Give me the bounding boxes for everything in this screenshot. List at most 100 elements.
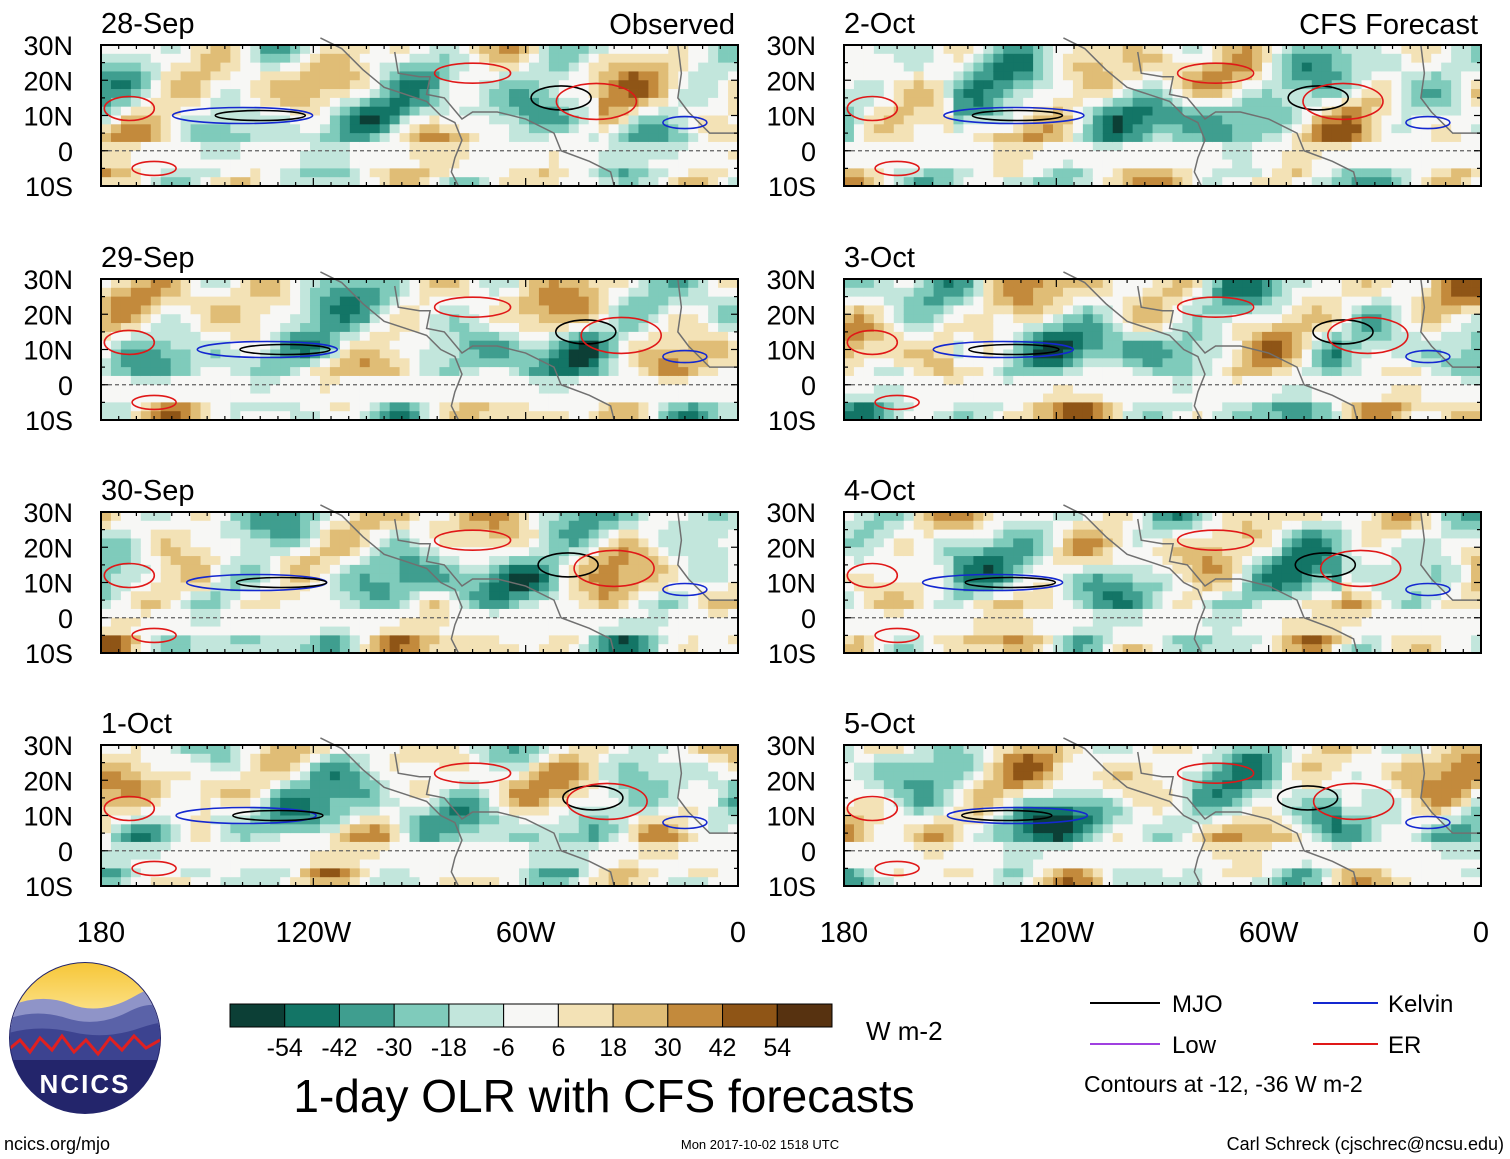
olr-cell: [160, 520, 172, 531]
olr-cell: [439, 141, 450, 152]
olr-cell: [718, 287, 729, 298]
olr-cell: [270, 850, 281, 860]
olr-cell: [648, 411, 659, 421]
olr-cell: [339, 393, 351, 403]
olr-cell: [608, 358, 619, 368]
olr-cell: [469, 600, 480, 610]
olr-cell: [648, 305, 659, 315]
olr-cell: [459, 305, 470, 315]
olr-cell: [698, 393, 709, 403]
olr-cell: [459, 150, 470, 160]
olr-cell: [568, 80, 580, 90]
olr-cell: [160, 287, 172, 298]
olr-cell: [608, 859, 619, 869]
olr-cell: [1082, 45, 1094, 55]
olr-cell: [499, 331, 510, 342]
olr-cell: [708, 124, 719, 134]
olr-cell: [379, 296, 391, 306]
olr-cell: [708, 375, 719, 386]
olr-cell: [578, 296, 590, 306]
panel-date-label: 28-Sep: [101, 8, 195, 40]
olr-cell: [449, 608, 460, 619]
olr-cell: [708, 626, 719, 636]
olr-cell: [260, 868, 271, 878]
olr-cell: [509, 626, 520, 636]
olr-cell: [419, 600, 430, 610]
olr-cell: [519, 133, 530, 143]
olr-cell: [250, 762, 261, 772]
olr-cell: [628, 626, 639, 636]
olr-cell: [349, 159, 361, 169]
olr-cell: [399, 106, 410, 116]
olr-cell: [210, 80, 221, 90]
olr-cell: [230, 850, 241, 860]
olr-cell: [519, 591, 530, 601]
olr-cell: [349, 626, 361, 636]
olr-cell: [150, 771, 162, 781]
olr-cell: [250, 824, 261, 834]
olr-cell: [389, 305, 400, 315]
olr-cell: [379, 71, 391, 81]
olr-cell: [459, 323, 470, 333]
olr-cell: [200, 850, 211, 860]
olr-cell: [658, 375, 669, 386]
olr-cell: [150, 141, 162, 152]
olr-cell: [409, 591, 420, 601]
olr-cell: [588, 141, 600, 152]
er-contour: [131, 627, 177, 644]
olr-cell: [140, 815, 152, 825]
olr-cell: [439, 402, 450, 412]
olr-cell: [548, 89, 560, 99]
olr-cell: [359, 53, 371, 64]
olr-cell: [230, 780, 241, 790]
olr-cell: [270, 556, 281, 566]
olr-cell: [618, 797, 629, 808]
olr-cell: [678, 771, 689, 781]
olr-cell: [210, 877, 221, 887]
olr-cell: [339, 141, 351, 152]
olr-cell: [509, 340, 520, 350]
olr-cell: [240, 815, 251, 825]
olr-cell: [419, 279, 430, 289]
olr-cell: [598, 556, 610, 566]
olr-cell: [893, 80, 905, 90]
olr-cell: [170, 841, 182, 852]
olr-cell: [509, 177, 520, 187]
olr-cell: [648, 331, 659, 342]
olr-cell: [648, 287, 659, 298]
olr-cell: [170, 753, 182, 764]
olr-cell: [1112, 141, 1124, 152]
olr-cell: [903, 115, 915, 125]
olr-cell: [459, 367, 470, 377]
olr-cell: [280, 520, 291, 531]
olr-cell: [439, 367, 450, 377]
olr-cell: [270, 538, 281, 548]
olr-cell: [548, 323, 560, 333]
olr-cell: [101, 53, 112, 64]
olr-cell: [250, 591, 261, 601]
olr-cell: [339, 789, 351, 799]
olr-cell: [883, 71, 895, 81]
olr-cell: [983, 45, 994, 55]
olr-cell: [250, 71, 261, 81]
olr-cell: [578, 753, 590, 764]
panel-date-label: 1-Oct: [101, 708, 172, 740]
olr-cell: [588, 89, 600, 99]
olr-cell: [439, 644, 450, 654]
olr-cell: [479, 71, 490, 81]
olr-cell: [210, 97, 221, 108]
olr-cell: [329, 644, 341, 654]
olr-cell: [678, 393, 689, 403]
olr-cell: [250, 367, 261, 377]
olr-cell: [578, 349, 590, 359]
olr-cell: [668, 815, 679, 825]
olr-cell: [429, 556, 440, 566]
olr-cell: [449, 762, 460, 772]
olr-cell: [170, 745, 182, 755]
olr-cell: [290, 771, 301, 781]
olr-cell: [449, 582, 460, 592]
olr-cell: [728, 512, 739, 522]
olr-cell: [250, 556, 261, 566]
olr-cell: [429, 296, 440, 306]
